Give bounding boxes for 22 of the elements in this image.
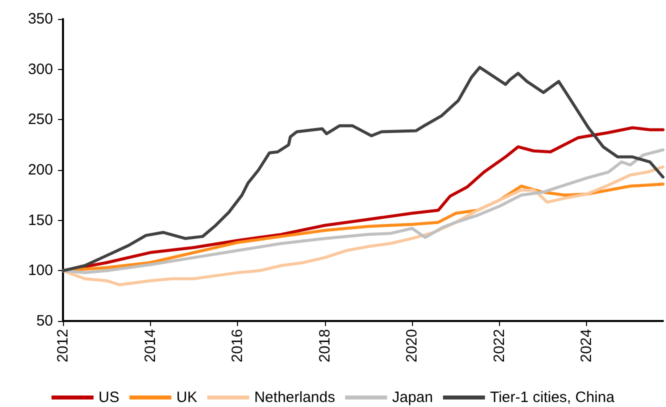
x-tick-label: 2012 [54, 329, 72, 362]
y-tick-label: 50 [36, 312, 53, 330]
x-tick-label: 2024 [578, 329, 596, 362]
legend-label: Japan [392, 389, 433, 406]
y-tick-label: 350 [28, 10, 53, 28]
line-series [62, 148, 664, 274]
y-tick-label: 200 [28, 162, 53, 178]
y-tick-label: 250 [28, 111, 53, 128]
x-tick-label: 2020 [404, 329, 421, 362]
line-series [62, 66, 664, 272]
x-tick-label: 2016 [229, 329, 246, 362]
y-tick-label: 300 [28, 60, 53, 78]
x-tick-label: 2018 [316, 329, 334, 362]
legend-label: Tier-1 cities, China [490, 389, 616, 406]
legend-label: US [98, 389, 120, 406]
y-tick-label: 150 [28, 212, 53, 229]
legend-label: Netherlands [254, 389, 336, 406]
line-series [62, 165, 664, 286]
legend-label: UK [176, 389, 198, 406]
y-tick-label: 100 [28, 262, 53, 280]
x-tick-label: 2022 [490, 329, 508, 362]
x-tick-label: 2014 [142, 329, 159, 362]
